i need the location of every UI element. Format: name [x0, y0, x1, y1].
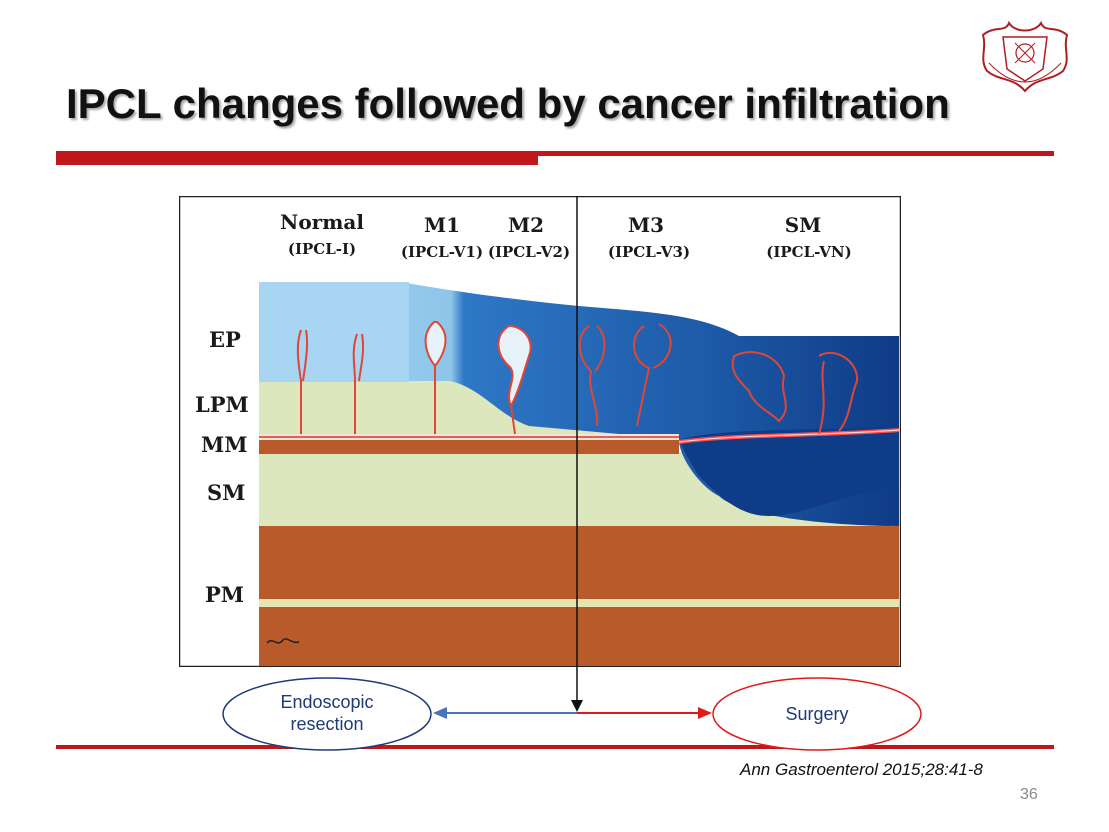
- stage-labels: Normal (IPCL-I) M1 (IPCL-V1) M2 (IPCL-V2…: [280, 210, 852, 261]
- university-seal-logo: [981, 20, 1069, 93]
- divider-arrowhead: [571, 700, 583, 712]
- layer-labels: EP LPM MM SM PM: [195, 327, 249, 607]
- stage-m2-sub: (IPCL-V2): [488, 243, 570, 261]
- stage-m1-label: M1: [424, 213, 460, 237]
- endoscopic-resection-label: Endoscopic resection: [247, 691, 407, 735]
- ipcl-vessels: [296, 321, 859, 435]
- stage-normal-sub: (IPCL-I): [288, 240, 356, 258]
- surgery-label: Surgery: [785, 704, 849, 724]
- slide-title: IPCL changes followed by cancer infiltra…: [66, 80, 950, 127]
- layer-lpm-label: LPM: [195, 392, 249, 417]
- artist-signature: [266, 638, 300, 644]
- title-underline-thick: [56, 151, 538, 165]
- citation: Ann Gastroenterol 2015;28:41-8: [740, 760, 983, 779]
- endoscopic-line2: resection: [290, 714, 364, 734]
- stage-sm-label: SM: [785, 213, 822, 237]
- stage-normal-label: Normal: [280, 210, 364, 234]
- endoscopic-line1: Endoscopic: [280, 692, 374, 712]
- layer-pm-label: PM: [205, 582, 244, 607]
- stage-m1-sub: (IPCL-V1): [401, 243, 483, 261]
- stage-m3-sub: (IPCL-V3): [608, 243, 690, 261]
- layer-mm-label: MM: [201, 432, 248, 457]
- title-underline-thin: [56, 151, 1054, 156]
- layer-ep-label: EP: [209, 327, 241, 352]
- footer-rule: [56, 745, 1054, 749]
- ipcl-diagram: Normal (IPCL-I) M1 (IPCL-V1) M2 (IPCL-V2…: [179, 196, 901, 667]
- stage-m3-label: M3: [628, 213, 664, 237]
- stage-m2-label: M2: [508, 213, 544, 237]
- tissue-block: [259, 282, 900, 666]
- stage-sm-sub: (IPCL-VN): [766, 243, 851, 261]
- layer-sm-label: SM: [207, 480, 245, 505]
- page-number: 36: [1020, 786, 1038, 803]
